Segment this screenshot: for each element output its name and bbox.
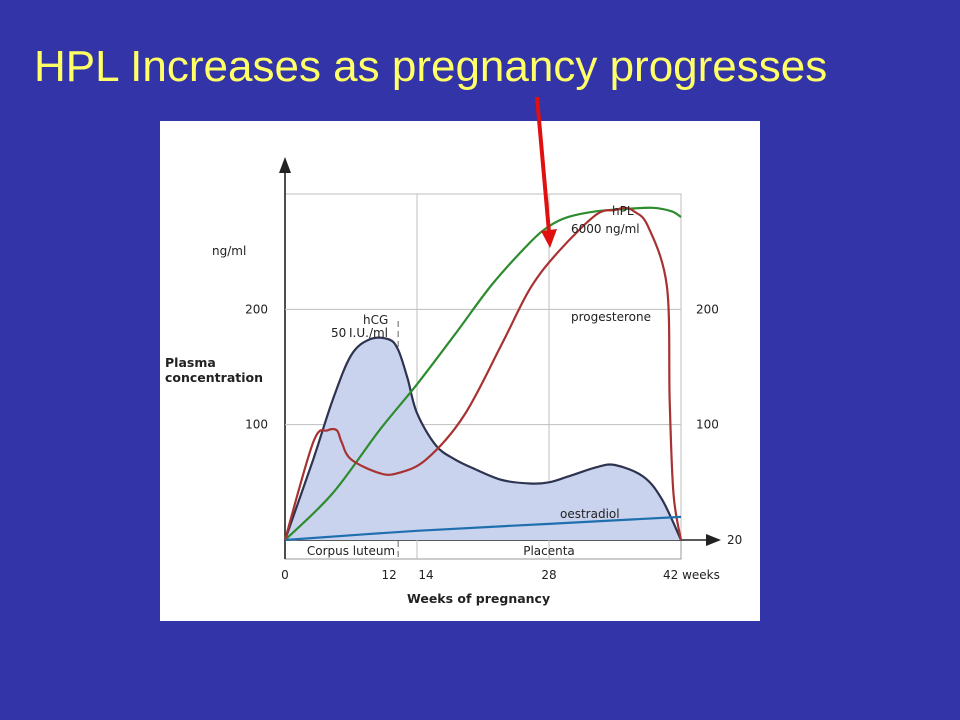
x-tick-12: 12 bbox=[382, 568, 397, 582]
label-layer: 100 200 20 100 200 0 12 14 28 42 weeks Corpus lute… bbox=[245, 204, 742, 582]
y-tick-right-200: 200 bbox=[696, 302, 719, 316]
series-area-hcg bbox=[285, 337, 681, 540]
slide-title: HPL Increases as pregnancy progresses bbox=[34, 42, 828, 91]
series-layer bbox=[283, 206, 683, 542]
series-line-oestradiol bbox=[284, 515, 682, 542]
x-axis-arrow bbox=[706, 534, 721, 546]
phase-label-1: Placenta bbox=[523, 544, 575, 558]
y-tick-right-100: 100 bbox=[696, 418, 719, 432]
x-tick-42: 42 weeks bbox=[663, 568, 720, 582]
y-tick-left-200: 200 bbox=[245, 302, 268, 316]
y-tick-right-20: 20 bbox=[727, 533, 742, 547]
x-tick-28: 28 bbox=[541, 568, 556, 582]
x-tick-14: 14 bbox=[418, 568, 433, 582]
series-label-hpl-unit: 6000 ng/ml bbox=[571, 222, 640, 236]
y-axis-arrow bbox=[279, 157, 291, 173]
series-line-progesterone bbox=[283, 206, 683, 541]
series-line-hcg bbox=[283, 336, 682, 541]
y-unit-label: ng/ml bbox=[212, 244, 246, 258]
chart-svg: 100 200 20 100 200 0 12 14 28 42 weeks Corpus lute… bbox=[165, 157, 742, 606]
series-label-hcg-unit: I.U./ml bbox=[349, 326, 388, 340]
pointer-arrow-head bbox=[541, 229, 557, 248]
y-tick-left-100: 100 bbox=[245, 418, 268, 432]
series-label-progesterone: progesterone bbox=[571, 310, 651, 324]
phase-label-0: Corpus luteum bbox=[307, 544, 395, 558]
y-axis-label-line2: concentration bbox=[165, 370, 263, 385]
series-label-hcg-prefix: 50 bbox=[331, 326, 346, 340]
series-label-oestradiol: oestradiol bbox=[560, 507, 620, 521]
y-axis-label-line1: Plasma bbox=[165, 355, 216, 370]
series-label-hpl: hPL bbox=[612, 204, 634, 218]
pointer-arrow-shaft bbox=[535, 96, 551, 233]
series-line-hpl bbox=[284, 206, 682, 541]
series-label-hcg: hCG bbox=[363, 313, 388, 327]
x-axis-label: Weeks of pregnancy bbox=[407, 591, 550, 606]
hcg-fill-layer bbox=[285, 337, 681, 540]
x-tick-0: 0 bbox=[281, 568, 289, 582]
chart-panel: 100 200 20 100 200 0 12 14 28 42 weeks Corpus lute… bbox=[160, 121, 760, 621]
